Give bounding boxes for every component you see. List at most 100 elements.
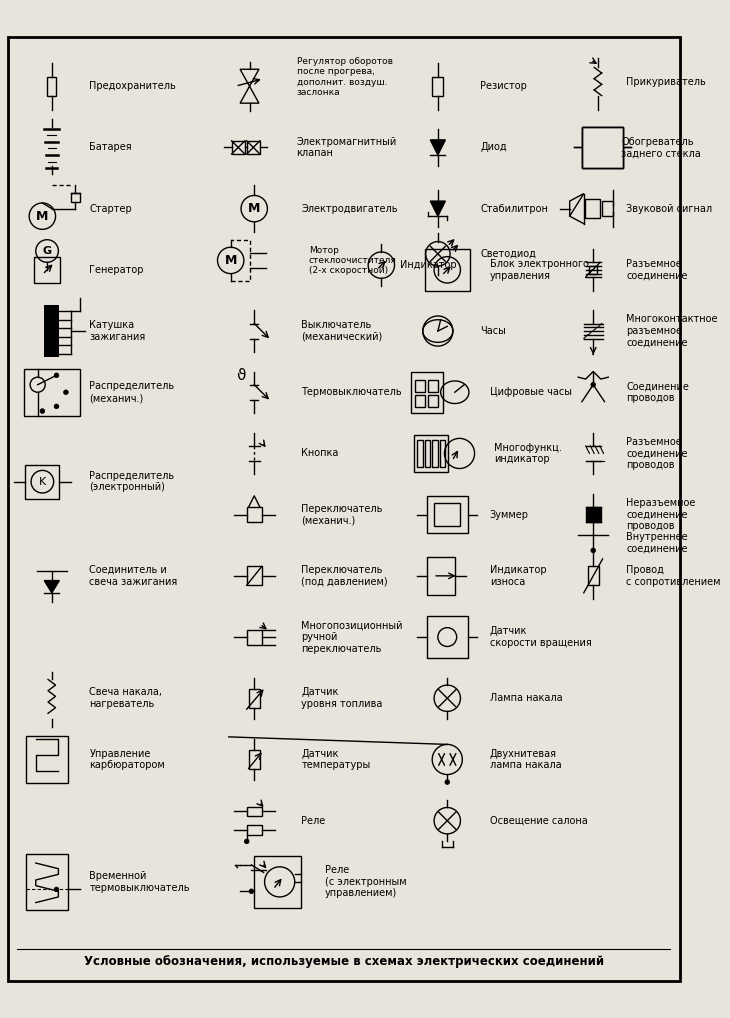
Text: Генератор: Генератор (90, 265, 144, 275)
Text: Реле: Реле (301, 815, 326, 826)
Bar (425, 440, 430, 466)
Text: Датчик
уровня топлива: Датчик уровня топлива (301, 687, 383, 710)
Text: Батарея: Батарея (90, 143, 132, 153)
Text: K: K (39, 476, 46, 487)
Text: Электромагнитный
клапан: Электромагнитный клапан (296, 136, 397, 158)
Text: Переключатель
(под давлением): Переключатель (под давлением) (301, 565, 388, 586)
Text: Условные обозначения, используемые в схемах электрических соединений: Условные обозначения, используемые в схе… (84, 956, 604, 968)
Bar (45, 304, 59, 357)
Bar (47, 76, 56, 96)
Bar (247, 140, 260, 154)
Bar (247, 629, 262, 644)
Circle shape (40, 408, 45, 413)
Circle shape (445, 780, 450, 785)
Bar (585, 507, 601, 522)
Text: Резистор: Резистор (480, 81, 527, 92)
Bar (432, 440, 438, 466)
Bar (247, 826, 262, 835)
Text: G: G (42, 246, 52, 256)
Text: Реле
(с электронным
управлением): Реле (с электронным управлением) (325, 865, 407, 899)
Text: Выключатель
(механический): Выключатель (механический) (301, 321, 383, 342)
Text: Зуммер: Зуммер (490, 510, 529, 519)
Bar (26, 854, 68, 910)
Text: Свеча накала,
нагреватель: Свеча накала, нагреватель (90, 687, 163, 710)
Circle shape (54, 373, 59, 378)
Text: Соединитель и
свеча зажигания: Соединитель и свеча зажигания (90, 565, 177, 586)
Bar (417, 440, 423, 466)
Bar (412, 372, 444, 413)
Text: Провод
с сопротивлением: Провод с сопротивлением (626, 565, 721, 586)
Text: Предохранитель: Предохранитель (90, 81, 176, 92)
Bar (602, 202, 613, 216)
Text: Стабилитрон: Стабилитрон (480, 204, 548, 214)
Text: Светодиод: Светодиод (480, 248, 536, 259)
Bar (249, 689, 260, 708)
Text: Диод: Диод (480, 143, 507, 153)
Text: Освещение салона: Освещение салона (490, 815, 588, 826)
Bar (426, 496, 468, 533)
Bar (582, 126, 623, 168)
Circle shape (54, 404, 59, 408)
Bar (415, 435, 448, 472)
Bar (26, 465, 59, 499)
Text: Разъемное
соединение: Разъемное соединение (626, 259, 688, 281)
Bar (247, 566, 262, 585)
Text: Мотор
стеклоочистителя
(2-х скоростной): Мотор стеклоочистителя (2-х скоростной) (309, 245, 396, 275)
Text: Внутреннее
соединение: Внутреннее соединение (626, 532, 688, 554)
Bar (432, 76, 444, 96)
Bar (589, 266, 597, 274)
Bar (247, 806, 262, 816)
Text: Датчик
температуры: Датчик температуры (301, 748, 371, 771)
Text: Соединение
проводов: Соединение проводов (626, 382, 689, 403)
Text: Цифровые часы: Цифровые часы (490, 387, 572, 397)
Text: ϑ: ϑ (237, 367, 246, 383)
Text: Кнопка: Кнопка (301, 449, 339, 458)
Bar (23, 369, 80, 415)
Text: Индикатор
износа: Индикатор износа (490, 565, 546, 586)
Bar (585, 200, 600, 218)
Polygon shape (430, 139, 445, 155)
Bar (582, 126, 623, 168)
Text: Многофункц.
индикатор: Многофункц. индикатор (494, 443, 562, 464)
Text: Двухнитевая
лампа накала: Двухнитевая лампа накала (490, 748, 561, 771)
Circle shape (245, 839, 249, 844)
Text: Многопозиционный
ручной
переключатель: Многопозиционный ручной переключатель (301, 620, 403, 654)
Circle shape (64, 390, 69, 395)
Bar (429, 395, 438, 407)
Text: Управление
карбюратором: Управление карбюратором (90, 748, 165, 771)
Circle shape (54, 887, 59, 892)
Text: Регулятор оборотов
после прогрева,
дополнит. воздуш.
заслонка: Регулятор оборотов после прогрева, допол… (296, 57, 393, 97)
Text: Обогреватель
заднего стекла: Обогреватель заднего стекла (621, 136, 702, 158)
Text: Стартер: Стартер (90, 204, 132, 214)
Bar (426, 557, 455, 595)
Text: Переключатель
(механич.): Переключатель (механич.) (301, 504, 383, 525)
Circle shape (249, 889, 254, 894)
Text: Прикуриватель: Прикуриватель (626, 76, 706, 87)
Text: Датчик
скорости вращения: Датчик скорости вращения (490, 626, 591, 647)
Text: Временной
термовыключатель: Временной термовыключатель (90, 871, 190, 893)
Text: Лампа накала: Лампа накала (490, 693, 562, 703)
Text: Распределитель
(механич.): Распределитель (механич.) (90, 382, 174, 403)
Text: Блок электронного
управления: Блок электронного управления (490, 259, 588, 281)
Bar (434, 503, 461, 526)
Text: M: M (225, 253, 237, 267)
Bar (249, 750, 260, 769)
Bar (71, 192, 80, 202)
Bar (231, 140, 245, 154)
Text: Катушка
зажигания: Катушка зажигания (90, 321, 146, 342)
Bar (254, 855, 301, 908)
Bar (26, 736, 68, 783)
Bar (426, 616, 468, 658)
Text: M: M (248, 203, 261, 215)
Bar (582, 126, 623, 168)
Text: Распределитель
(электронный): Распределитель (электронный) (90, 471, 174, 493)
Circle shape (591, 548, 596, 553)
Bar (429, 380, 438, 392)
Polygon shape (45, 580, 59, 592)
Text: Термовыключатель: Термовыключатель (301, 387, 402, 397)
Text: Разъемное
соединение
проводов: Разъемное соединение проводов (626, 437, 688, 470)
Text: Электродвигатель: Электродвигатель (301, 204, 398, 214)
Bar (415, 395, 425, 407)
Text: Многоконтактное
разъемное
соединение: Многоконтактное разъемное соединение (626, 315, 718, 347)
Bar (415, 380, 425, 392)
